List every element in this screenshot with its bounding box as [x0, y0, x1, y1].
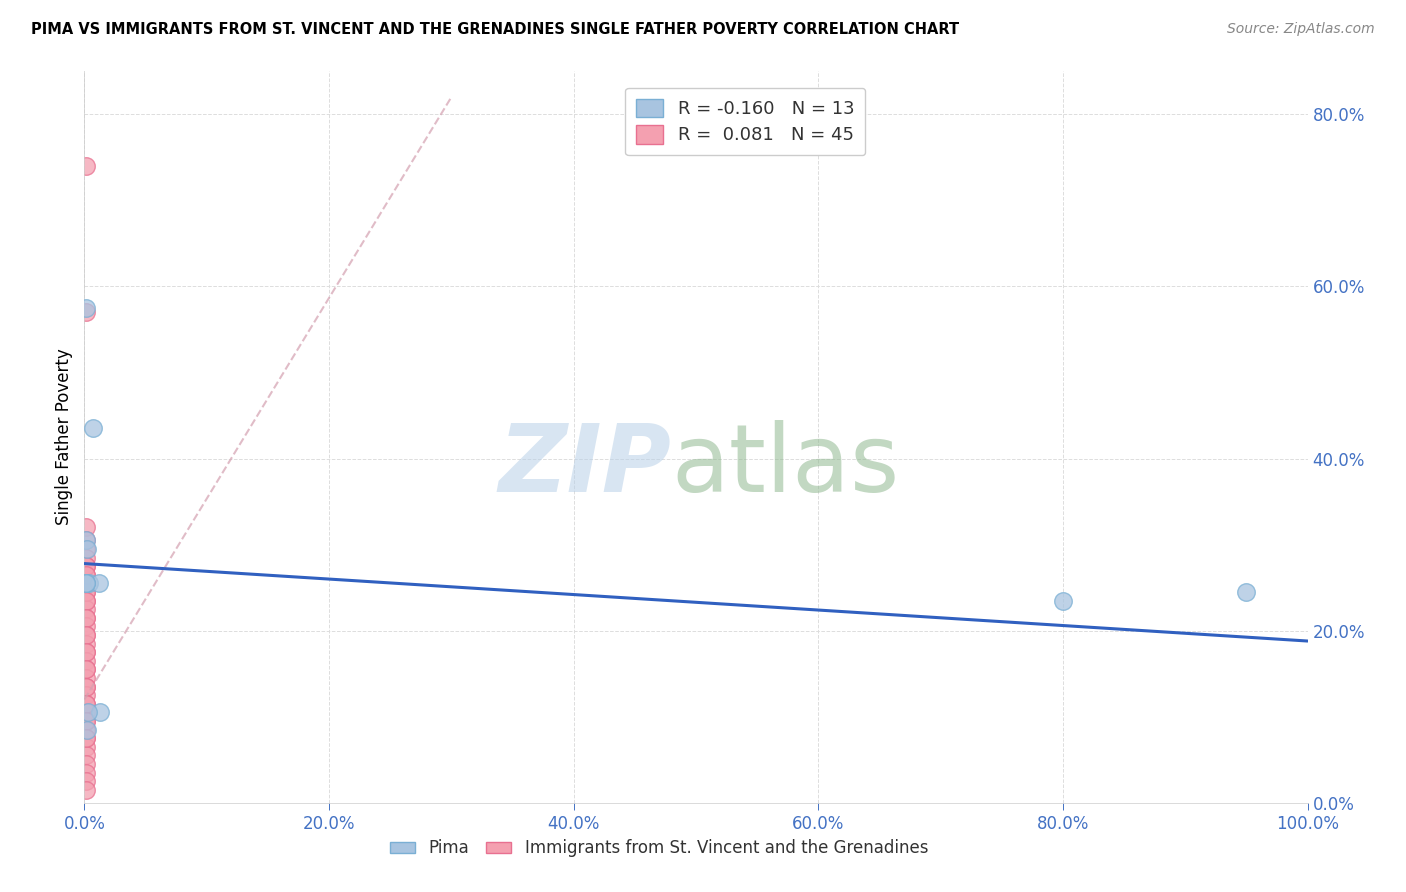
Point: [75, 697, 97, 711]
Point: [75, 688, 97, 702]
Point: [75, 765, 97, 780]
Point: [75, 559, 97, 574]
Point: [77, 576, 100, 591]
Point: [1236, 585, 1258, 599]
Point: [75, 533, 97, 548]
Point: [75, 550, 97, 565]
Point: [75, 662, 97, 676]
Point: [75, 757, 97, 772]
Point: [75, 680, 97, 694]
Point: [75, 567, 97, 582]
Point: [75, 748, 97, 763]
Point: [75, 731, 97, 746]
Point: [75, 714, 97, 728]
Point: [87, 576, 110, 591]
Point: [75, 723, 97, 737]
Point: [75, 611, 97, 625]
Y-axis label: Single Father Poverty: Single Father Poverty: [55, 349, 73, 525]
Point: [76, 723, 98, 737]
Point: [75, 774, 97, 789]
Point: [75, 637, 97, 651]
Point: [1052, 593, 1074, 607]
Point: [75, 593, 97, 607]
Point: [75, 783, 97, 797]
Text: ZIP: ZIP: [499, 420, 672, 512]
Text: Source: ZipAtlas.com: Source: ZipAtlas.com: [1227, 22, 1375, 37]
Point: [77, 706, 100, 720]
Point: [75, 706, 97, 720]
Point: [75, 559, 97, 574]
Point: [82, 421, 104, 435]
Point: [75, 611, 97, 625]
Point: [75, 714, 97, 728]
Point: [75, 697, 97, 711]
Point: [75, 301, 97, 315]
Point: [75, 671, 97, 685]
Point: [75, 305, 97, 319]
Point: [75, 567, 97, 582]
Point: [75, 628, 97, 642]
Point: [75, 593, 97, 607]
Point: [75, 576, 97, 591]
Point: [75, 680, 97, 694]
Point: [75, 645, 97, 659]
Point: [75, 541, 97, 556]
Point: [75, 662, 97, 676]
Point: [75, 533, 97, 548]
Point: [75, 602, 97, 616]
Point: [75, 576, 97, 591]
Point: [75, 159, 97, 173]
Point: [76, 541, 98, 556]
Point: [75, 731, 97, 746]
Point: [75, 585, 97, 599]
Point: [75, 645, 97, 659]
Point: [75, 576, 97, 591]
Point: [75, 628, 97, 642]
Point: [75, 520, 97, 534]
Point: [75, 585, 97, 599]
Point: [75, 739, 97, 754]
Text: atlas: atlas: [672, 420, 900, 512]
Point: [89, 706, 111, 720]
Point: [75, 654, 97, 668]
Text: PIMA VS IMMIGRANTS FROM ST. VINCENT AND THE GRENADINES SINGLE FATHER POVERTY COR: PIMA VS IMMIGRANTS FROM ST. VINCENT AND …: [31, 22, 959, 37]
Point: [75, 619, 97, 633]
Legend: Pima, Immigrants from St. Vincent and the Grenadines: Pima, Immigrants from St. Vincent and th…: [384, 832, 935, 864]
